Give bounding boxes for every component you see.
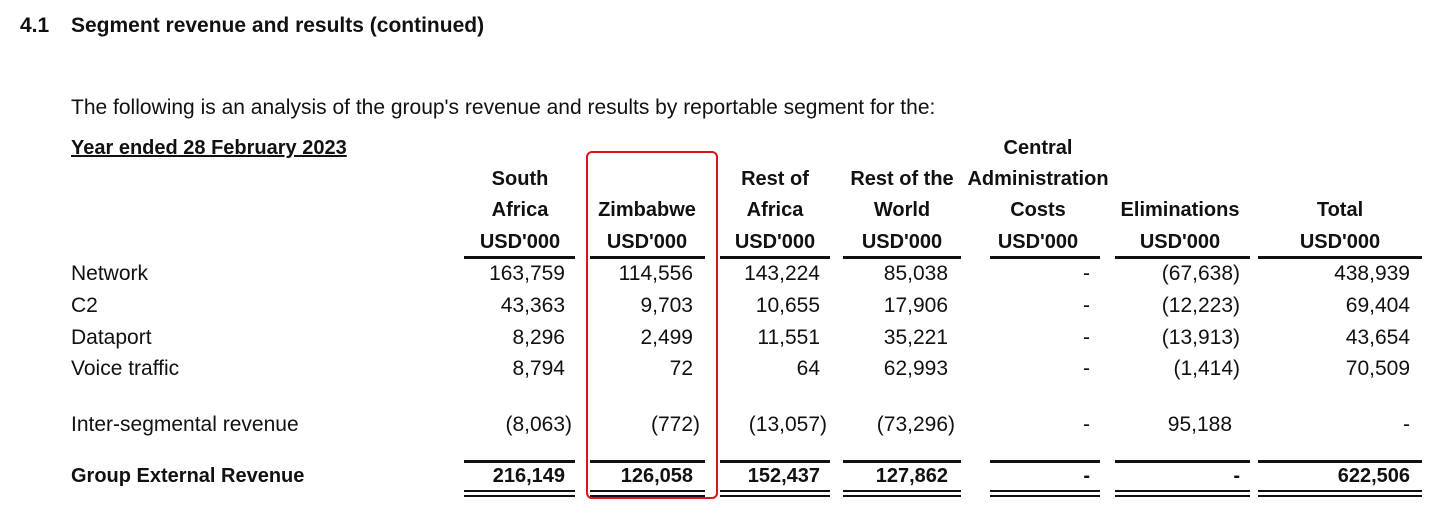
row-label: C2 bbox=[71, 294, 98, 317]
header-rule bbox=[990, 256, 1100, 259]
col-unit: USD'000 bbox=[1299, 231, 1381, 253]
cell-value: - bbox=[1083, 413, 1090, 436]
cell-value: 8,794 bbox=[512, 357, 565, 380]
total-double-rule bbox=[990, 490, 1100, 497]
cell-value: (12,223) bbox=[1161, 294, 1240, 317]
cell-value: (772) bbox=[650, 413, 700, 436]
header-rule bbox=[464, 256, 575, 259]
intro-text: The following is an analysis of the grou… bbox=[71, 96, 936, 119]
col-unit: USD'000 bbox=[1139, 231, 1221, 253]
row-label: Inter-segmental revenue bbox=[71, 413, 299, 436]
col-unit: USD'000 bbox=[734, 231, 816, 253]
cell-value: (73,296) bbox=[876, 413, 955, 436]
cell-value: - bbox=[1083, 326, 1090, 349]
cell-value: 438,939 bbox=[1334, 262, 1410, 285]
cell-value: - bbox=[1083, 262, 1090, 285]
total-double-rule bbox=[1258, 490, 1422, 497]
col-header-line: Zimbabwe bbox=[598, 199, 696, 221]
col-unit: USD'000 bbox=[606, 231, 688, 253]
cell-value: 8,296 bbox=[512, 326, 565, 349]
row-label: Network bbox=[71, 262, 149, 285]
total-top-rule bbox=[464, 460, 575, 463]
col-header-line: Eliminations bbox=[1120, 199, 1240, 221]
cell-value: 69,404 bbox=[1345, 294, 1410, 317]
section-number: 4.1 bbox=[20, 14, 50, 37]
col-header-line: Central bbox=[1003, 137, 1073, 159]
header-rule bbox=[843, 256, 961, 259]
cell-value: 35,221 bbox=[883, 326, 948, 349]
section-title: Segment revenue and results (continued) bbox=[71, 14, 485, 37]
total-double-rule bbox=[1115, 490, 1250, 497]
zimbabwe-highlight-box bbox=[586, 151, 718, 499]
cell-value: - bbox=[1083, 357, 1090, 380]
header-rule bbox=[1115, 256, 1250, 259]
total-value: 622,506 bbox=[1337, 465, 1410, 487]
header-rule bbox=[720, 256, 830, 259]
cell-value: 64 bbox=[796, 357, 820, 380]
cell-value: 114,556 bbox=[618, 262, 693, 285]
cell-value: (1,414) bbox=[1173, 357, 1240, 380]
cell-value: (13,057) bbox=[748, 413, 827, 436]
total-double-rule bbox=[720, 490, 830, 497]
total-top-rule bbox=[990, 460, 1100, 463]
row-label: Dataport bbox=[71, 326, 152, 349]
cell-value: (67,638) bbox=[1161, 262, 1240, 285]
col-unit: USD'000 bbox=[997, 231, 1079, 253]
col-header-line: Africa bbox=[491, 199, 549, 221]
header-rule bbox=[590, 256, 705, 259]
total-value: - bbox=[1083, 465, 1090, 487]
total-value: 127,862 bbox=[875, 465, 948, 487]
cell-value: 72 bbox=[669, 357, 693, 380]
cell-value: - bbox=[1403, 413, 1410, 436]
cell-value: 17,906 bbox=[883, 294, 948, 317]
cell-value: 85,038 bbox=[883, 262, 948, 285]
total-top-rule bbox=[843, 460, 961, 463]
cell-value: 11,551 bbox=[757, 326, 820, 349]
cell-value: (13,913) bbox=[1161, 326, 1240, 349]
total-top-rule bbox=[720, 460, 830, 463]
row-label: Voice traffic bbox=[71, 357, 180, 380]
cell-value: 163,759 bbox=[489, 262, 565, 285]
period-label: Year ended 28 February 2023 bbox=[71, 137, 347, 159]
col-header-line: Africa bbox=[746, 199, 804, 221]
total-top-rule bbox=[1258, 460, 1422, 463]
cell-value: 70,509 bbox=[1345, 357, 1410, 380]
total-value: 216,149 bbox=[492, 465, 565, 487]
cell-value: 10,655 bbox=[755, 294, 820, 317]
cell-value: 143,224 bbox=[744, 262, 820, 285]
total-top-rule bbox=[1115, 460, 1250, 463]
total-value: - bbox=[1233, 465, 1240, 487]
total-double-rule bbox=[590, 490, 705, 497]
cell-value: 9,703 bbox=[640, 294, 693, 317]
col-header-line: Rest of bbox=[741, 168, 809, 190]
col-header-line: Administration bbox=[967, 168, 1109, 190]
col-unit: USD'000 bbox=[861, 231, 943, 253]
total-value: 126,058 bbox=[620, 465, 693, 487]
col-header-line: South bbox=[491, 168, 549, 190]
cell-value: 95,188 bbox=[1167, 413, 1232, 436]
total-double-rule bbox=[843, 490, 961, 497]
cell-value: - bbox=[1083, 294, 1090, 317]
header-rule bbox=[1258, 256, 1422, 259]
cell-value: 43,654 bbox=[1345, 326, 1410, 349]
cell-value: 2,499 bbox=[640, 326, 693, 349]
total-double-rule bbox=[464, 490, 575, 497]
cell-value: 62,993 bbox=[883, 357, 948, 380]
col-header-line: Total bbox=[1316, 199, 1364, 221]
cell-value: 43,363 bbox=[500, 294, 565, 317]
total-row-label: Group External Revenue bbox=[71, 465, 305, 487]
total-value: 152,437 bbox=[747, 465, 820, 487]
cell-value: (8,063) bbox=[505, 413, 572, 436]
col-header-line: Costs bbox=[1010, 199, 1066, 221]
col-header-line: Rest of the bbox=[850, 168, 954, 190]
col-unit: USD'000 bbox=[479, 231, 561, 253]
col-header-line: World bbox=[873, 199, 931, 221]
total-top-rule bbox=[590, 460, 705, 463]
